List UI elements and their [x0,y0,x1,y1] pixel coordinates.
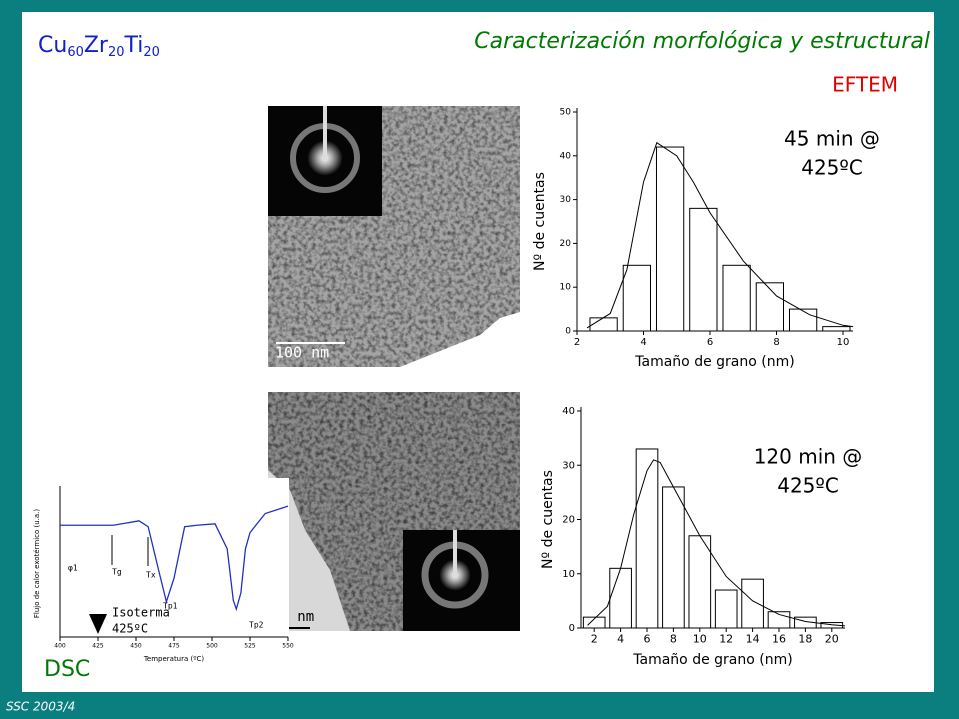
x-tick-label: 20 [825,633,839,646]
y-tick-label: 10 [562,569,575,580]
x-tick-label: 4 [617,633,624,646]
x-tick-label: 18 [798,633,812,646]
y-tick-label: 40 [562,406,575,417]
y-tick-label: 0 [565,327,571,337]
x-axis-label: Temperatura (ºC) [143,655,205,663]
fit-curve [587,459,846,627]
x-tick-label: 2 [591,633,598,646]
bar [722,264,751,332]
annotation: Tp1 [163,602,178,611]
x-tick-label: 10 [693,633,707,646]
annotation: 425ºC [777,474,839,498]
x-tick-label: 475 [168,643,180,650]
technique: EFTEM [832,73,898,97]
x-tick-label: 12 [719,633,733,646]
y-tick-label: 30 [562,460,575,471]
bar [589,317,618,332]
dsc-panel [22,478,289,668]
x-tick-label: 525 [244,643,256,650]
bar [788,308,818,332]
y-tick-label: 0 [569,623,575,634]
element: Cu [38,33,67,58]
annotation: Tg [112,568,122,577]
bar [662,486,685,629]
slide-title: Caracterización morfológica y estructura… [474,29,930,54]
bar [635,448,659,629]
subscript: 20 [108,45,125,60]
x-tick-label: 16 [772,633,786,646]
x-axis-label: Tamaño de grano (nm) [632,652,792,668]
x-tick-label: 4 [640,337,646,348]
subscript: 60 [67,45,84,60]
alloy: Cu60Zr20Ti20 [38,33,160,60]
dsc-curve [60,505,289,612]
x-tick-label: 8 [773,337,779,348]
bar [622,264,651,332]
fit-curve [586,141,854,329]
x-tick-label: 550 [282,643,294,650]
tem-edge [400,312,520,367]
x-tick-label: 6 [707,337,713,348]
subscript: 20 [143,45,160,60]
isotherm-arrow [89,614,107,634]
x-tick-label: 450 [130,643,142,650]
annotation: 425ºC [112,622,148,636]
bar [755,282,785,332]
element: Zr [84,33,109,58]
bar [741,578,764,629]
x-tick-label: 10 [837,337,850,348]
annotation: 45 min @ [784,127,880,151]
y-tick-label: 10 [560,283,572,293]
x-tick-label: 2 [574,337,580,348]
y-tick-label: 50 [560,108,572,118]
annotation: Tp2 [249,621,264,630]
bar [688,535,712,629]
bar [582,616,606,629]
x-tick-label: 425 [92,643,104,650]
annotation: Tx [146,571,156,580]
annotation: Isoterma [112,606,170,620]
x-tick-label: 6 [644,633,651,646]
footer: SSC 2003/4 [6,700,75,714]
bar [655,146,685,332]
y-axis-label: Nº de cuentas [540,470,556,569]
dsc-label: DSC [44,657,90,682]
annotation: φ1 [68,564,78,573]
y-tick-label: 40 [560,151,572,161]
x-tick-label: 8 [670,633,677,646]
y-tick-label: 30 [560,195,572,205]
x-tick-label: 400 [54,643,66,650]
y-axis-label: Flujo de calor exotérmico (u.a.) [33,509,41,619]
x-tick-label: 14 [746,633,760,646]
bar [689,207,718,332]
annotation: 120 min @ [754,445,863,469]
scale-bar-label: 100 nm [275,344,329,362]
element: Ti [124,33,144,58]
y-axis-label: Nº de cuentas [532,172,548,271]
x-tick-label: 500 [206,643,218,650]
y-tick-label: 20 [560,239,572,249]
bar [822,326,851,332]
bar [714,589,738,629]
x-axis-label: Tamaño de grano (nm) [634,354,794,370]
y-tick-label: 20 [562,515,575,526]
annotation: 425ºC [801,156,863,180]
bar [609,567,632,629]
